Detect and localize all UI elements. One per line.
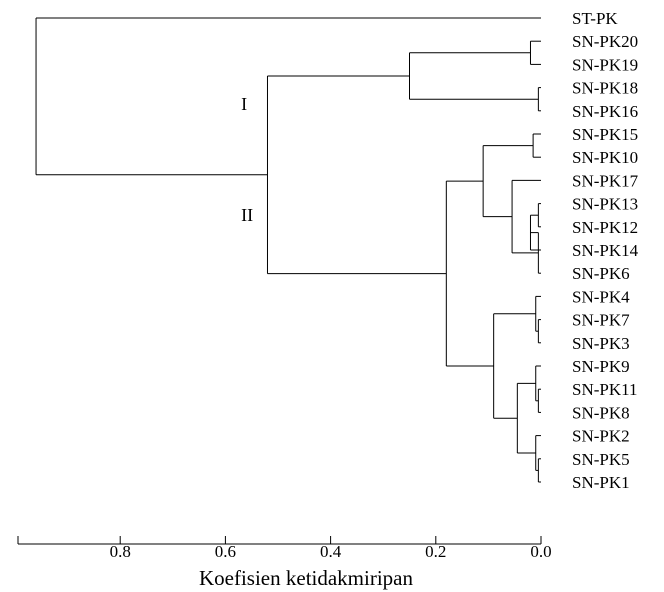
merge-r bbox=[445, 180, 494, 367]
leaf-label: SN-PK9 bbox=[572, 357, 630, 376]
leaf-label: SN-PK19 bbox=[572, 55, 638, 74]
merge-j bbox=[537, 319, 541, 344]
merge-h bbox=[511, 179, 541, 254]
leaf-label: SN-PK7 bbox=[572, 311, 630, 330]
leaf-label: SN-PK4 bbox=[572, 287, 630, 306]
merge-t bbox=[35, 17, 541, 176]
dendrogram-branches bbox=[35, 17, 541, 483]
merge-d bbox=[532, 133, 541, 158]
x-axis: 0.8 0.6 0.4 0.2 0.0 bbox=[17, 536, 552, 561]
leaf-label: ST-PK bbox=[572, 9, 618, 28]
cluster-label: I bbox=[241, 94, 247, 114]
leaf-label: SN-PK8 bbox=[572, 403, 630, 422]
merge-q bbox=[493, 313, 536, 419]
leaf-label: SN-PK11 bbox=[572, 380, 638, 399]
leaf-label: SN-PK12 bbox=[572, 218, 638, 237]
merge-s bbox=[266, 75, 447, 275]
leaf-label: SN-PK6 bbox=[572, 264, 630, 283]
leaf-label: SN-PK2 bbox=[572, 427, 630, 446]
x-axis-title: Koefisien ketidakmiripan bbox=[199, 566, 414, 590]
leaf-label: SN-PK1 bbox=[572, 473, 630, 492]
merge-e bbox=[537, 203, 541, 228]
tick-label: 0.4 bbox=[320, 542, 342, 561]
leaf-label: SN-PK16 bbox=[572, 102, 638, 121]
leaf-label: SN-PK10 bbox=[572, 148, 638, 167]
tick-label: 0.6 bbox=[215, 542, 236, 561]
merge-n bbox=[537, 458, 541, 483]
merge-p bbox=[516, 382, 536, 454]
tick-label: 0.8 bbox=[110, 542, 131, 561]
merge-l bbox=[537, 388, 541, 413]
leaf-label: SN-PK15 bbox=[572, 125, 638, 144]
leaf-label: SN-PK14 bbox=[572, 241, 639, 260]
merge-c bbox=[409, 52, 539, 100]
leaf-label: SN-PK3 bbox=[572, 334, 630, 353]
merge-a bbox=[529, 40, 541, 65]
cluster-label: II bbox=[241, 205, 253, 225]
tick-label: 0.0 bbox=[530, 542, 551, 561]
leaf-label: SN-PK5 bbox=[572, 450, 630, 469]
cluster-annotations: III bbox=[241, 94, 253, 225]
merge-i bbox=[482, 145, 534, 218]
x-axis-ticks: 0.8 0.6 0.4 0.2 0.0 bbox=[17, 536, 552, 561]
tick-label: 0.2 bbox=[425, 542, 446, 561]
leaf-label: SN-PK20 bbox=[572, 32, 638, 51]
leaf-label: SN-PK13 bbox=[572, 195, 638, 214]
merge-b bbox=[537, 87, 541, 112]
leaf-label: SN-PK17 bbox=[572, 171, 639, 190]
leaf-labels: ST-PK SN-PK20 SN-PK19 SN-PK18 SN-PK16 SN-PK15… bbox=[572, 9, 639, 492]
leaf-label: SN-PK18 bbox=[572, 79, 638, 98]
